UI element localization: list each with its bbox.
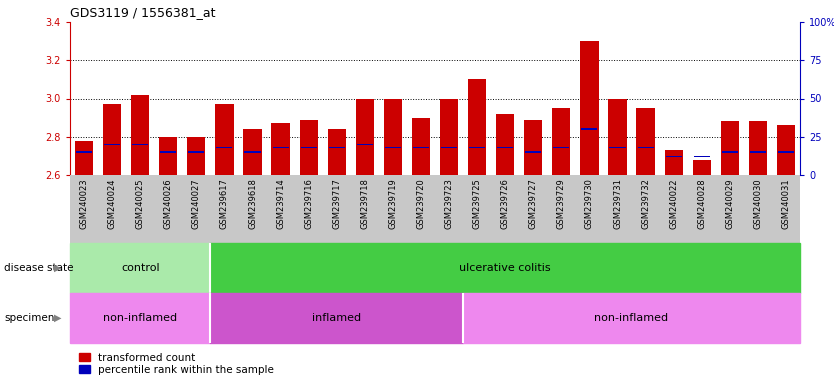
Bar [608, 99, 626, 175]
Text: GSM239717: GSM239717 [332, 179, 341, 229]
Bar [299, 119, 318, 175]
Bar [749, 121, 767, 175]
Bar [468, 79, 486, 175]
Bar [721, 151, 738, 153]
Bar [329, 147, 344, 148]
Text: GSM240029: GSM240029 [726, 179, 734, 229]
Bar [694, 156, 710, 157]
Bar [497, 147, 513, 148]
Text: control: control [121, 263, 159, 273]
Text: ▶: ▶ [54, 313, 62, 323]
Bar [721, 121, 739, 175]
Bar [187, 137, 205, 175]
Legend: transformed count, percentile rank within the sample: transformed count, percentile rank withi… [75, 348, 279, 379]
Bar [70, 293, 210, 343]
Bar [636, 108, 655, 175]
Bar [244, 129, 262, 175]
Bar [463, 293, 800, 343]
Bar [159, 137, 178, 175]
Bar [440, 99, 458, 175]
Bar [469, 147, 485, 148]
Bar [552, 108, 570, 175]
Bar [750, 151, 766, 153]
Bar [384, 147, 401, 148]
Bar [384, 99, 402, 175]
Bar [610, 147, 626, 148]
Bar [496, 114, 515, 175]
Bar [413, 147, 429, 148]
Bar [692, 160, 711, 175]
Bar [581, 128, 597, 130]
Bar [215, 104, 234, 175]
Bar [524, 119, 542, 175]
Bar [412, 118, 430, 175]
Text: GSM239617: GSM239617 [220, 179, 229, 229]
Bar [271, 123, 289, 175]
Bar [666, 156, 681, 157]
Text: GSM240028: GSM240028 [697, 179, 706, 229]
Text: ulcerative colitis: ulcerative colitis [460, 263, 551, 273]
Bar [76, 151, 92, 153]
Text: GDS3119 / 1556381_at: GDS3119 / 1556381_at [70, 7, 215, 20]
Text: GSM240031: GSM240031 [781, 179, 791, 229]
Bar [104, 144, 120, 145]
Text: GSM239729: GSM239729 [557, 179, 565, 229]
Bar [580, 41, 599, 175]
Text: GSM239723: GSM239723 [445, 179, 454, 229]
Text: non-inflamed: non-inflamed [103, 313, 178, 323]
Bar [210, 293, 463, 343]
Bar [210, 243, 800, 293]
Bar [328, 129, 346, 175]
Bar [357, 144, 373, 145]
Bar [553, 147, 570, 148]
Bar [273, 147, 289, 148]
Bar [525, 151, 541, 153]
Text: GSM239732: GSM239732 [641, 179, 650, 229]
Bar [132, 144, 148, 145]
Text: disease state: disease state [4, 263, 73, 273]
Bar [160, 151, 176, 153]
Text: GSM239720: GSM239720 [416, 179, 425, 229]
Bar [776, 125, 795, 175]
Bar [131, 95, 149, 175]
Text: GSM240027: GSM240027 [192, 179, 201, 229]
Text: GSM239726: GSM239726 [500, 179, 510, 229]
Text: GSM239727: GSM239727 [529, 179, 538, 229]
Text: GSM239725: GSM239725 [473, 179, 481, 229]
Bar [244, 151, 260, 153]
Text: GSM239714: GSM239714 [276, 179, 285, 229]
Text: GSM240023: GSM240023 [79, 179, 88, 229]
Bar [70, 243, 210, 293]
Text: GSM239719: GSM239719 [389, 179, 397, 229]
Bar [637, 147, 654, 148]
Bar [778, 151, 794, 153]
Text: ▶: ▶ [54, 263, 62, 273]
Text: non-inflamed: non-inflamed [595, 313, 669, 323]
Bar [216, 147, 233, 148]
Text: GSM239716: GSM239716 [304, 179, 313, 229]
Text: GSM239731: GSM239731 [613, 179, 622, 229]
Text: GSM240026: GSM240026 [163, 179, 173, 229]
Text: GSM240024: GSM240024 [108, 179, 117, 229]
Text: GSM240022: GSM240022 [669, 179, 678, 229]
Text: specimen: specimen [4, 313, 54, 323]
Bar [665, 150, 683, 175]
Bar [441, 147, 457, 148]
Text: GSM239730: GSM239730 [585, 179, 594, 229]
Text: GSM240030: GSM240030 [753, 179, 762, 229]
Text: inflamed: inflamed [312, 313, 361, 323]
Bar [300, 147, 317, 148]
Bar [75, 141, 93, 175]
Bar [188, 151, 204, 153]
Text: GSM239718: GSM239718 [360, 179, 369, 229]
Bar [355, 99, 374, 175]
Text: GSM240025: GSM240025 [136, 179, 144, 229]
Text: GSM239618: GSM239618 [248, 179, 257, 229]
Bar [103, 104, 121, 175]
